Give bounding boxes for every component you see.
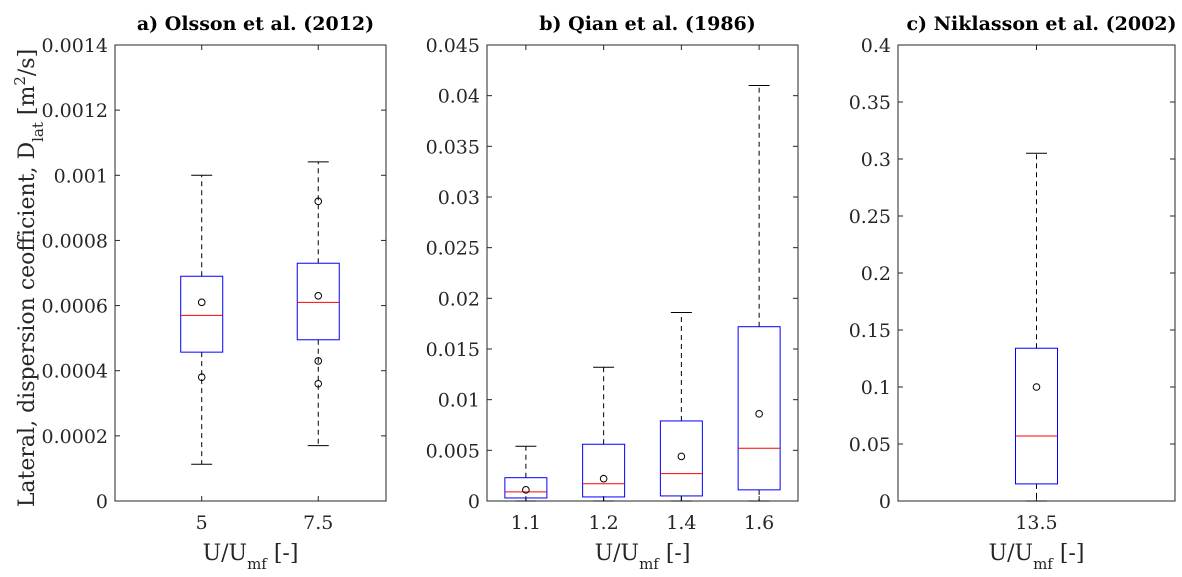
panel-title: a) Olsson et al. (2012): [137, 13, 374, 35]
x-axis-label: U/Umf [-]: [595, 541, 691, 573]
y-tick-label: 0.4: [861, 35, 891, 57]
y-tick-label: 0.005: [426, 440, 480, 462]
y-tick-label: 0.001: [54, 165, 108, 187]
panel-title: c) Niklasson et al. (2002): [906, 13, 1176, 35]
x-axis-label: U/Umf [-]: [989, 541, 1085, 573]
outlier-point: [314, 197, 323, 206]
y-tick-label: 0.1: [861, 377, 891, 399]
mean-marker: [314, 292, 323, 300]
box-1.1: [504, 445, 548, 502]
iqr-box: [659, 420, 703, 497]
box-1.4: [659, 312, 703, 502]
y-tick-label: 0.035: [426, 136, 480, 158]
panel-3: 0 0.05 0.1 0.15 0.2 0.25 0.3 0.35 0.4 13.5 c) Nikl…: [849, 13, 1177, 573]
mean-marker: [599, 474, 608, 483]
mean-marker: [522, 486, 530, 494]
box-1.6: [737, 85, 781, 502]
box-5: [180, 174, 224, 465]
iqr-box: [296, 262, 340, 341]
y-tick-label: 0: [96, 491, 108, 513]
y-tick-label: 0.0002: [42, 426, 108, 448]
y-tick-label: 0.25: [849, 206, 891, 228]
outlier-point: [314, 379, 323, 388]
outlier-point: [314, 357, 323, 365]
iqr-box: [1015, 347, 1058, 485]
panel-title: b) Qian et al. (1986): [539, 13, 756, 35]
box-13.5: [1015, 152, 1058, 502]
y-tick-label: 0.01: [438, 390, 480, 412]
y-tick-label: 0.04: [438, 86, 480, 108]
mean-marker: [755, 410, 763, 418]
y-tick-label: 0.02: [438, 288, 480, 310]
iqr-box: [504, 477, 548, 499]
y-tick-label: 0.015: [426, 339, 480, 361]
y-tick-label: 0.2: [861, 263, 891, 285]
y-tick-label: 0.025: [426, 238, 480, 260]
axes-frame: [114, 44, 387, 502]
panel-2: 0 0.005 0.01 0.015 0.02 0.025 0.03 0.035 0.04 0.0…: [426, 13, 799, 573]
y-tick-label: 0.15: [849, 320, 891, 342]
iqr-box: [582, 443, 626, 498]
mean-marker: [677, 452, 686, 461]
x-axis-label: U/Umf [-]: [203, 541, 299, 573]
y-tick-label: 0.0008: [42, 230, 108, 252]
x-tick-label: 13.5: [1015, 512, 1057, 534]
mean-marker: [197, 298, 206, 307]
axes-frame: [486, 44, 799, 502]
y-tick-label: 0.05: [849, 434, 891, 456]
x-tick-label: 1.2: [589, 512, 619, 534]
outlier-point: [197, 373, 206, 382]
y-tick-label: 0.0006: [42, 296, 108, 318]
y-tick-label: 0.3: [861, 149, 891, 171]
box-1.2: [582, 366, 626, 502]
y-tick-label: 0.35: [849, 92, 891, 114]
box-7.5: [296, 161, 340, 447]
x-tick-label: 1.4: [666, 512, 696, 534]
mean-marker: [1032, 383, 1041, 391]
x-tick-label: 1.1: [511, 512, 541, 534]
x-tick-label: 5: [196, 512, 208, 534]
x-tick-label: 1.6: [744, 512, 774, 534]
iqr-box: [180, 275, 224, 353]
panel-1: 0 0.0002 0.0004 0.0006 0.0008 0.001 0.0012 0.00…: [11, 13, 387, 573]
y-tick-label: 0: [468, 491, 480, 513]
y-tick-label: 0: [879, 491, 891, 513]
iqr-box: [737, 326, 781, 491]
y-tick-label: 0.0004: [42, 361, 108, 383]
y-axis-label: Lateral, dispersion ceofficient, Dlat [m…: [11, 49, 47, 507]
x-tick-label: 7.5: [303, 512, 333, 534]
y-tick-label: 0.0012: [42, 100, 108, 122]
y-tick-label: 0.03: [438, 187, 480, 209]
y-tick-label: 0.045: [426, 35, 480, 57]
y-tick-label: 0.0014: [42, 35, 108, 57]
